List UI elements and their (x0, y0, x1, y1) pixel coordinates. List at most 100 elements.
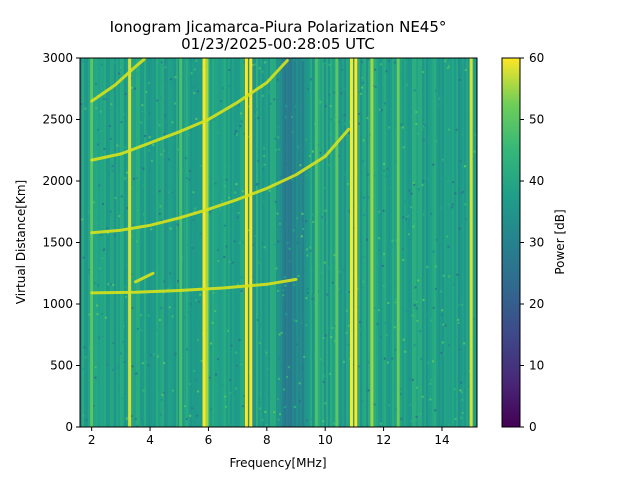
noise-speckle (392, 187, 395, 190)
noise-speckle (261, 94, 264, 97)
noise-strip (212, 58, 214, 427)
noise-speckle (340, 92, 343, 95)
noise-speckle (310, 268, 313, 271)
noise-speckle (230, 344, 233, 347)
noise-speckle (460, 381, 463, 384)
noise-speckle (163, 362, 166, 365)
noise-strip (310, 58, 312, 427)
noise-speckle (347, 343, 350, 346)
noise-speckle (391, 246, 394, 249)
noise-strip (404, 58, 406, 427)
noise-speckle (102, 248, 105, 251)
noise-speckle (293, 284, 296, 287)
noise-speckle (96, 313, 99, 316)
noise-speckle (228, 260, 231, 263)
noise-strip (352, 58, 354, 427)
noise-speckle (461, 398, 464, 401)
noise-strip (254, 58, 256, 427)
noise-strip (196, 58, 198, 427)
noise-speckle (451, 203, 454, 206)
noise-speckle (160, 61, 163, 64)
noise-speckle (436, 367, 439, 370)
noise-speckle (434, 409, 437, 412)
noise-speckle (413, 302, 416, 305)
noise-speckle (319, 101, 322, 104)
noise-speckle (257, 261, 260, 264)
noise-strip (298, 58, 300, 427)
noise-speckle (451, 206, 454, 209)
noise-strip (340, 58, 342, 427)
noise-speckle (278, 148, 281, 151)
noise-speckle (110, 103, 113, 106)
noise-speckle (253, 63, 256, 66)
noise-speckle (212, 118, 215, 121)
noise-speckle (322, 375, 325, 378)
noise-speckle (399, 393, 402, 396)
noise-speckle (110, 158, 113, 161)
noise-speckle (102, 202, 105, 205)
noise-speckle (171, 366, 174, 369)
noise-strip (106, 58, 108, 427)
noise-speckle (274, 137, 277, 140)
noise-speckle (273, 243, 276, 246)
noise-speckle (237, 212, 240, 215)
noise-speckle (328, 372, 331, 375)
noise-speckle (309, 249, 312, 252)
noise-speckle (329, 104, 332, 107)
noise-strip (98, 58, 100, 427)
noise-strip (158, 58, 160, 427)
noise-speckle (195, 117, 198, 120)
noise-speckle (332, 64, 335, 67)
noise-speckle (119, 352, 122, 355)
noise-speckle (191, 247, 194, 250)
noise-speckle (185, 348, 188, 351)
noise-speckle (162, 268, 165, 271)
noise-strip (364, 58, 366, 427)
noise-speckle (112, 342, 115, 345)
noise-speckle (332, 260, 335, 263)
noise-speckle (256, 183, 259, 186)
noise-speckle (453, 388, 456, 391)
noise-strip (178, 58, 180, 427)
noise-speckle (240, 363, 243, 366)
noise-speckle (262, 168, 265, 171)
noise-strip (184, 58, 186, 427)
noise-speckle (473, 342, 476, 345)
noise-strip (200, 58, 202, 427)
noise-strip (110, 58, 112, 427)
noise-speckle (215, 373, 218, 376)
noise-speckle (167, 158, 170, 161)
noise-speckle (158, 190, 161, 193)
noise-speckle (120, 66, 123, 69)
interference-line (128, 58, 132, 427)
noise-speckle (263, 163, 266, 166)
noise-speckle (347, 138, 350, 141)
noise-speckle (305, 220, 308, 223)
noise-strip (258, 58, 260, 427)
noise-speckle (197, 390, 200, 393)
noise-speckle (191, 407, 194, 410)
noise-speckle (268, 189, 271, 192)
noise-speckle (279, 413, 282, 416)
noise-strip (332, 58, 334, 427)
noise-speckle (247, 105, 250, 108)
noise-speckle (239, 112, 242, 115)
y-tick-label: 2000 (42, 174, 73, 188)
noise-speckle (88, 269, 91, 272)
noise-speckle (291, 178, 294, 181)
colorbar-tick-label: 30 (529, 236, 544, 250)
noise-speckle (236, 216, 239, 219)
noise-strip (360, 58, 362, 427)
noise-speckle (133, 87, 136, 90)
noise-strip (362, 58, 364, 427)
noise-strip (326, 58, 328, 427)
noise-strip (224, 58, 226, 427)
noise-speckle (263, 147, 266, 150)
noise-speckle (278, 222, 281, 225)
noise-speckle (333, 91, 336, 94)
noise-speckle (309, 78, 312, 81)
x-tick-label: 10 (318, 433, 333, 447)
noise-speckle (413, 89, 416, 92)
noise-speckle (277, 240, 280, 243)
noise-speckle (321, 271, 324, 274)
